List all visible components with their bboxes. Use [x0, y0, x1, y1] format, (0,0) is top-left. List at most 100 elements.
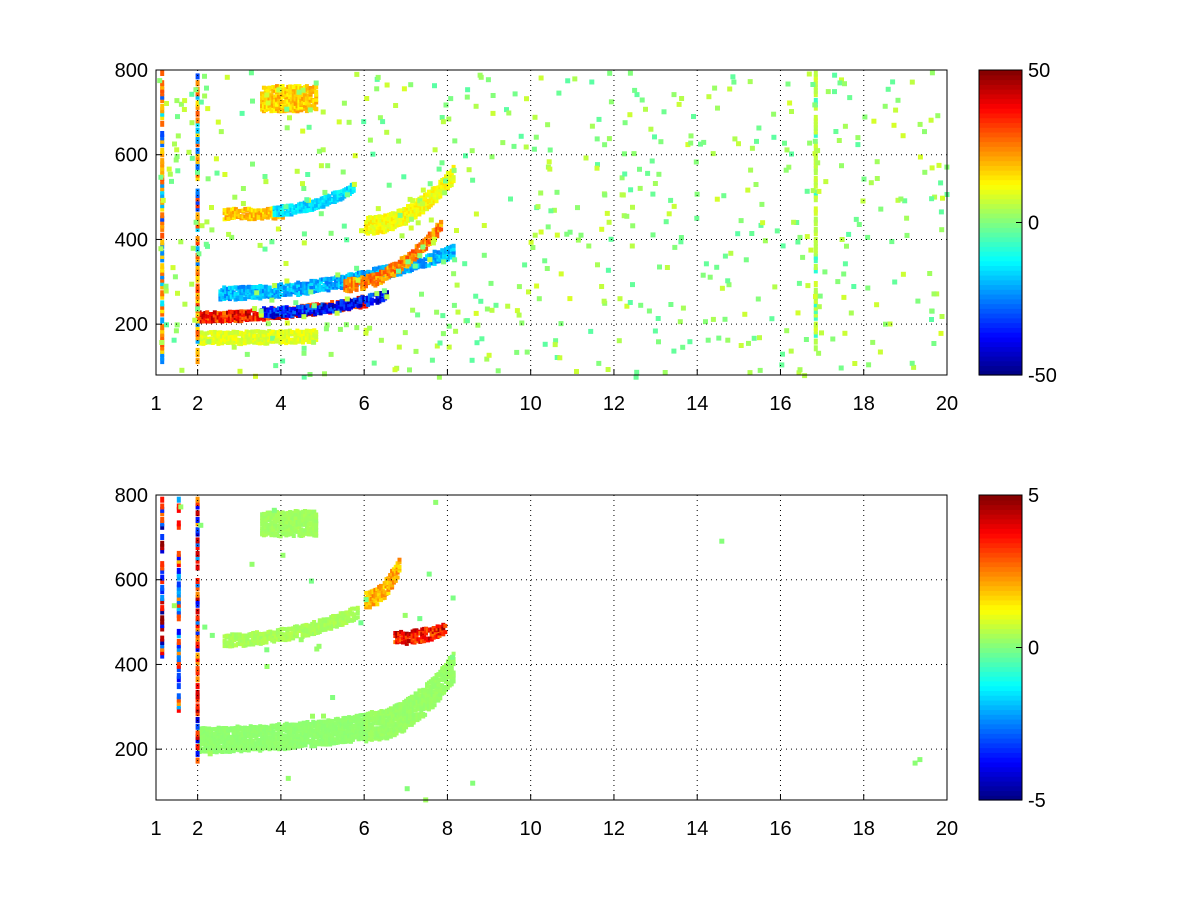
noise-cell-0: [757, 367, 763, 373]
noise-cell-0: [758, 222, 764, 228]
noise-cell-0: [622, 120, 628, 126]
noise-cell-0: [181, 107, 187, 112]
heatmap-cell-0-6: [404, 215, 409, 220]
noise-cell-0: [939, 314, 945, 319]
streak-cell-0-1: [160, 168, 165, 175]
heatmap-cell-1-1: [445, 685, 450, 690]
streak-cell-0-0: [813, 253, 818, 260]
noise-cell-0: [810, 188, 816, 194]
colorbar-swatch: [979, 313, 1022, 319]
noise-cell-0: [553, 338, 559, 344]
heatmap-cell-0-2: [258, 290, 263, 295]
heatmap-cell-0-7: [274, 335, 279, 340]
heatmap-cell-0-3: [435, 230, 440, 235]
noise-cell-0: [432, 236, 437, 242]
streak-cell-0-0: [813, 74, 818, 81]
noise-cell-0: [392, 367, 398, 373]
colorbar-swatch: [979, 317, 1022, 324]
colorbar-swatch: [979, 151, 1022, 157]
heatmap-cell-0-8: [314, 97, 319, 102]
heatmap-cell-0-3: [365, 277, 370, 282]
noise-cell-0: [564, 231, 570, 237]
noise-cell-0: [294, 168, 300, 174]
noise-cell-0: [627, 300, 633, 305]
noise-cell-0: [446, 116, 452, 122]
noise-cell-0: [174, 154, 180, 159]
heatmap-cell-1-3: [286, 530, 291, 534]
heatmap-cell-0-3: [347, 286, 352, 291]
noise-cell-0: [878, 206, 884, 212]
heatmap-cell-1-4: [367, 605, 372, 610]
heatmap-cell-0-3: [399, 266, 404, 271]
noise-cell-0: [173, 328, 179, 334]
noise-cell-0: [917, 121, 923, 127]
heatmap-cell-1-2: [319, 623, 324, 628]
heatmap-cell-1-0: [216, 731, 221, 736]
noise-cell-0: [337, 326, 343, 332]
noise-cell-0: [935, 113, 941, 119]
heatmap-cell-0-2: [339, 286, 344, 290]
noise-cell-0: [650, 191, 656, 197]
streak-cell-0-1: [160, 192, 165, 198]
heatmap-cell-1-3: [269, 533, 274, 538]
noise-cell-0: [202, 93, 208, 99]
streak-cell-0-1: [160, 107, 165, 114]
noise-cell-0: [166, 166, 172, 172]
heatmap-cell-0-2: [366, 269, 371, 274]
noise-cell-0: [301, 231, 307, 237]
heatmap-cell-1-4: [386, 591, 391, 595]
noise-cell-0: [616, 338, 622, 344]
noise-cell-0: [481, 223, 487, 228]
noise-cell-0: [931, 341, 937, 346]
noise-cell-0: [619, 175, 625, 181]
noise-cell-0: [936, 162, 942, 168]
noise-cell-0: [753, 182, 759, 187]
noise-cell-0: [397, 212, 403, 218]
noise-cell-0: [316, 148, 322, 154]
noise-cell-0: [250, 98, 255, 104]
noise-cell-0: [940, 195, 945, 201]
noise-cell-0: [760, 220, 766, 226]
streak-cell-0-0: [813, 104, 818, 111]
noise-cell-0: [401, 86, 407, 92]
heatmap-cell-1-1: [432, 681, 437, 686]
noise-cell-0: [284, 125, 290, 131]
heatmap-cell-0-6: [415, 207, 420, 212]
noise-cell-0: [630, 223, 636, 229]
colorbar-swatch: [979, 308, 1022, 314]
noise-cell-0: [877, 349, 883, 355]
noise-cell-0: [922, 129, 927, 135]
heatmap-cell-1-1: [438, 696, 443, 701]
noise-cell-0: [466, 167, 472, 173]
noise-cell-0: [638, 302, 644, 308]
noise-cell-0: [441, 259, 447, 265]
heatmap-cell-0-1: [379, 294, 384, 299]
noise-cell-0: [257, 242, 263, 248]
noise-cell-0: [374, 86, 380, 92]
noise-cell-0: [868, 180, 874, 186]
streak-cell-0-0: [813, 226, 818, 233]
streak-cell-0-2: [195, 158, 200, 165]
noise-cell-0: [558, 271, 564, 277]
noise-cell-0: [300, 181, 305, 187]
noise-cell-0: [301, 314, 307, 320]
streak-cell-0-0: [813, 308, 818, 315]
heatmap-cell-0-1: [262, 310, 266, 315]
streak-cell-0-2: [195, 314, 200, 320]
noise-cell-0: [427, 181, 433, 187]
streak-cell-0-2: [195, 134, 200, 141]
heatmap-cell-0-2: [282, 286, 287, 290]
noise-cell-0: [749, 145, 755, 151]
heatmap-cell-0-5: [327, 194, 332, 199]
streak-cell-0-1: [160, 171, 165, 178]
heatmap-cell-1-3: [314, 528, 319, 533]
noise-cell-0: [637, 185, 643, 191]
noise-cell-0: [885, 86, 891, 92]
noise-cell-0: [378, 337, 384, 343]
noise-cell-0: [415, 312, 421, 318]
streak-cell-0-2: [195, 358, 200, 365]
streak-cell-0-2: [195, 141, 200, 148]
noise-cell-0: [556, 90, 562, 96]
noise-cell-0: [554, 355, 560, 360]
noise-cell-0: [544, 266, 550, 271]
